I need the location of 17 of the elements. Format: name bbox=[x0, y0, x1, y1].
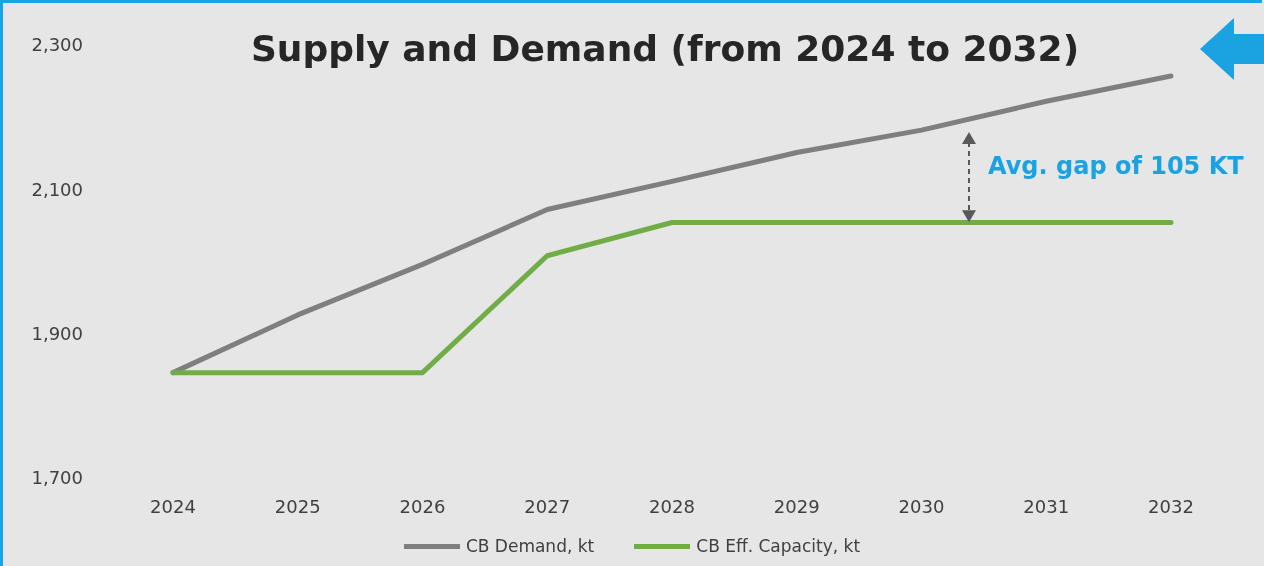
y-tick-label: 2,100 bbox=[31, 178, 83, 200]
legend-label: CB Demand, kt bbox=[465, 536, 595, 556]
x-tick-label: 2028 bbox=[649, 495, 695, 517]
chart-title: Supply and Demand (from 2024 to 2032) bbox=[249, 28, 1081, 69]
x-tick-label: 2029 bbox=[773, 495, 820, 517]
x-tick-label: 2032 bbox=[1148, 495, 1194, 517]
legend-label: CB Eff. Capacity, kt bbox=[696, 536, 861, 556]
x-tick-label: 2030 bbox=[898, 495, 945, 517]
y-tick-label: 2,300 bbox=[31, 34, 83, 56]
x-tick-label: 2024 bbox=[150, 495, 196, 517]
x-tick-label: 2026 bbox=[399, 495, 446, 517]
y-tick-label: 1,700 bbox=[31, 467, 83, 489]
x-tick-label: 2031 bbox=[1023, 495, 1070, 517]
y-tick-label: 1,900 bbox=[31, 323, 83, 345]
annotation: Avg. gap of 105 KT bbox=[988, 152, 1244, 180]
x-tick-label: 2025 bbox=[274, 495, 321, 517]
x-tick-label: 2027 bbox=[524, 495, 571, 517]
